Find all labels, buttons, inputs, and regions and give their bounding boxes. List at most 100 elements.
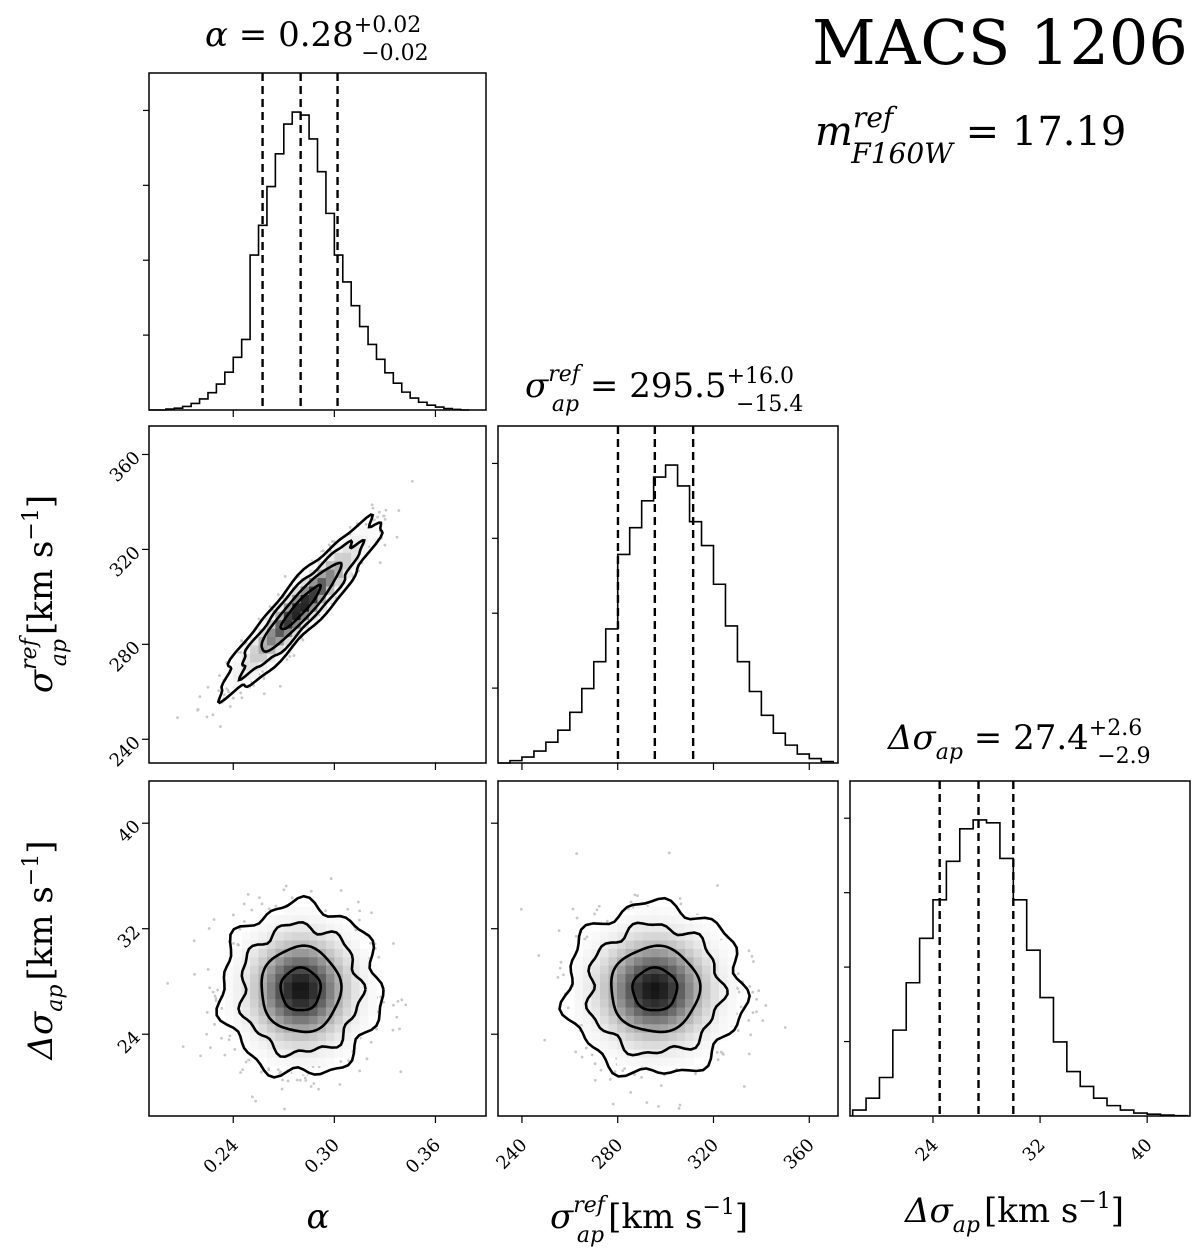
- x-tick-label-sigma_ap_ref: 360: [780, 1135, 819, 1174]
- density-cell: [266, 923, 276, 933]
- density-cell: [283, 915, 293, 924]
- density-cell: [275, 973, 285, 983]
- density-cell: [591, 965, 601, 975]
- panels-layer: 24 32 40 240 280 320 360 0.24 0.30 0.36 24 32 40 240 2…: [106, 72, 1191, 1178]
- density-cell: [283, 586, 293, 595]
- sample-point: [242, 920, 246, 923]
- density-cell: [617, 990, 626, 1000]
- density-cell: [266, 998, 276, 1008]
- sample-point: [629, 900, 633, 904]
- sample-point: [376, 515, 380, 519]
- density-cell: [250, 956, 259, 966]
- x-tick-label-sigma_ap_ref: 240: [492, 1135, 531, 1174]
- density-cell: [668, 956, 677, 966]
- sample-point: [755, 1010, 758, 1014]
- density-cell: [685, 1040, 694, 1050]
- sample-point: [225, 687, 229, 691]
- density-cell: [275, 1032, 285, 1042]
- density-cell: [351, 560, 361, 570]
- density-cell: [617, 1007, 626, 1016]
- density-cell: [309, 998, 318, 1008]
- density-cell: [300, 1007, 310, 1016]
- density-cell: [642, 915, 652, 924]
- density-cell: [292, 1032, 302, 1042]
- density-cell: [625, 940, 635, 949]
- density-cell: [325, 973, 335, 983]
- density-cell: [634, 948, 643, 958]
- ylabel-dsigma-text: Δσap [km s−1]: [19, 840, 68, 1061]
- sample-point: [238, 927, 242, 931]
- xlabel-sigma-close: ]: [735, 1197, 748, 1237]
- density-cell: [617, 1032, 626, 1042]
- density-cell: [574, 990, 584, 1000]
- density-cell: [309, 956, 318, 966]
- y-tick-label-delta_sigma_ap: 32: [114, 922, 145, 953]
- density-cell: [617, 982, 626, 991]
- sample-point: [242, 902, 246, 906]
- sample-point: [558, 966, 562, 970]
- density-cell: [710, 990, 720, 1000]
- density-cell: [591, 1032, 601, 1042]
- sample-point: [679, 902, 683, 906]
- density-cell: [719, 940, 728, 949]
- density-cell: [283, 982, 293, 991]
- density-cell: [676, 1049, 686, 1058]
- density-cell: [368, 535, 377, 545]
- density-cell: [241, 940, 251, 949]
- y-tick-label-sigma_ap_ref: 320: [106, 542, 145, 581]
- density-cell: [233, 990, 243, 1000]
- density-cell: [668, 915, 677, 924]
- density-cell: [625, 948, 635, 958]
- density-cell: [309, 560, 318, 570]
- sample-point: [755, 997, 758, 1001]
- sample-point: [227, 690, 231, 694]
- density-cell: [617, 998, 626, 1008]
- density-cell: [659, 948, 669, 958]
- sample-point: [747, 1052, 751, 1056]
- sample-point: [597, 904, 601, 908]
- density-cell: [702, 982, 711, 991]
- density-cell: [659, 1065, 669, 1075]
- panel-frame: [497, 780, 839, 1117]
- sample-point: [737, 990, 741, 994]
- density-cell: [685, 1032, 694, 1042]
- contour-level-2: [260, 561, 343, 653]
- density-cell: [275, 1007, 285, 1016]
- sample-point: [228, 1034, 232, 1038]
- density-cell: [266, 990, 276, 1000]
- sample-point: [736, 972, 740, 976]
- density-cell: [719, 1015, 728, 1025]
- density-cell: [266, 982, 276, 991]
- contour-level-1: [631, 966, 679, 1012]
- density-cell: [233, 1023, 243, 1033]
- sample-point: [566, 1006, 570, 1010]
- panel-2d-content: [166, 877, 408, 1111]
- density-cell: [659, 906, 669, 916]
- density-cell: [591, 940, 601, 949]
- density-cell: [642, 931, 652, 941]
- density-cell: [334, 1032, 344, 1042]
- density-cell: [325, 948, 335, 958]
- density-cell: [676, 990, 686, 1000]
- density-cell: [283, 1032, 293, 1042]
- density-cell: [634, 940, 643, 949]
- x-tick-label-sigma_ap_ref: 320: [684, 1135, 723, 1174]
- density-cell: [342, 1040, 352, 1050]
- density-cell: [368, 973, 377, 983]
- density-cell: [241, 1032, 251, 1042]
- sample-point: [595, 908, 599, 912]
- density-cell: [224, 990, 234, 1000]
- density-cell: [625, 998, 635, 1008]
- density-cell: [351, 1015, 361, 1025]
- density-cell: [233, 678, 243, 688]
- sample-point: [258, 896, 261, 900]
- density-cell: [325, 586, 335, 595]
- density-cell: [309, 931, 318, 941]
- density-cell: [300, 1015, 310, 1025]
- density-cell: [342, 535, 352, 545]
- density-cell: [325, 1007, 335, 1016]
- density-cell: [668, 965, 677, 975]
- density-cell: [685, 990, 694, 1000]
- density-cell: [668, 1015, 677, 1025]
- sample-point: [640, 1075, 643, 1079]
